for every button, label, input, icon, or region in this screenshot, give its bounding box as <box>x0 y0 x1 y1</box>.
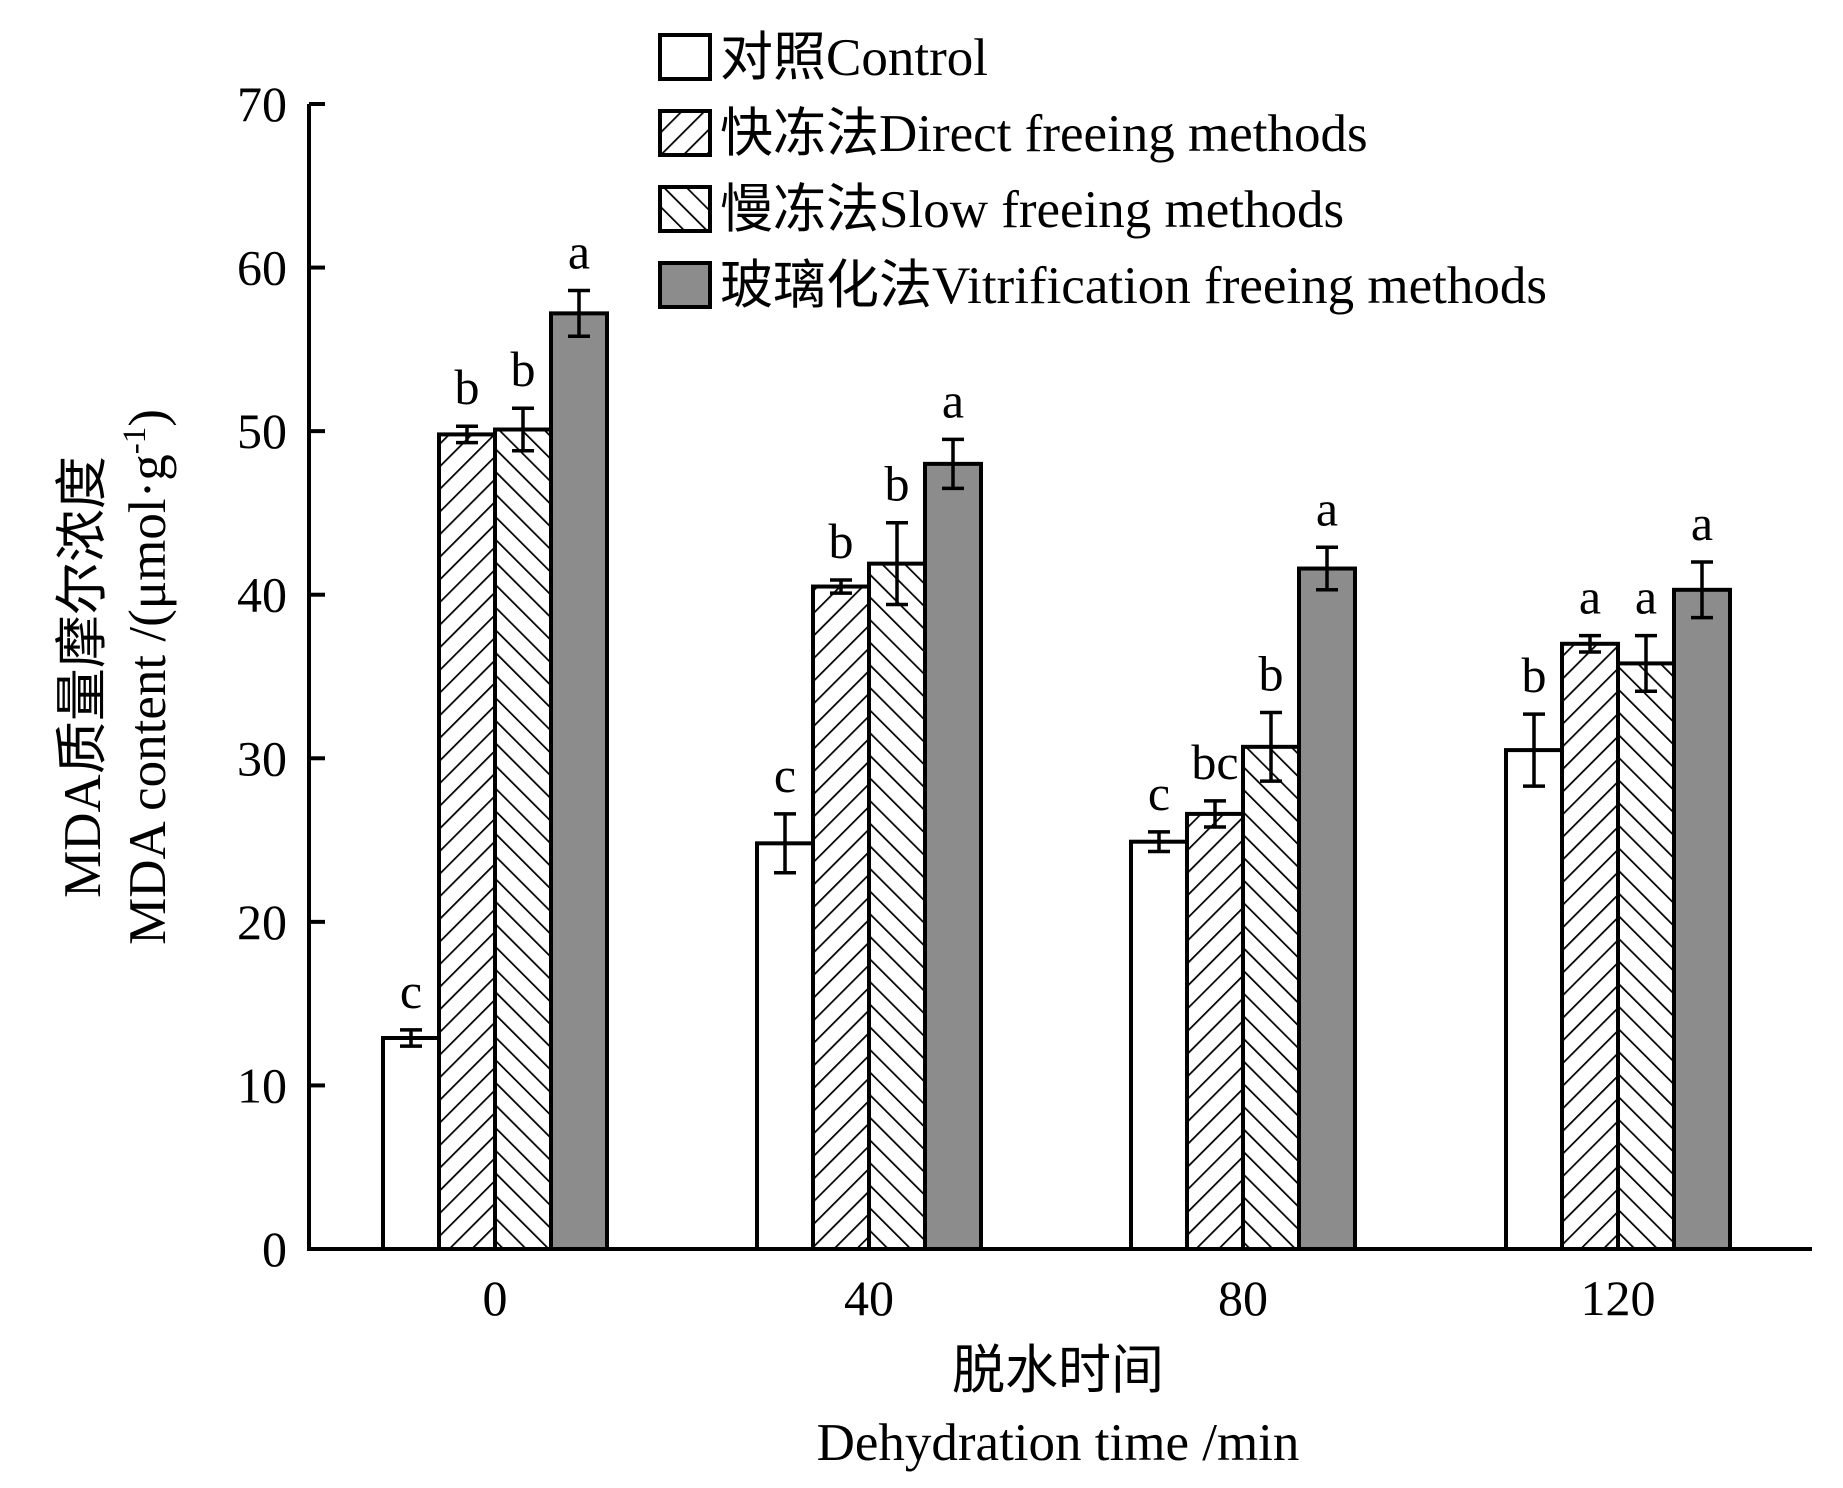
significance-label: a <box>568 223 590 279</box>
significance-label: a <box>1316 480 1338 536</box>
legend-label: 玻璃化法Vitrification freeing methods <box>720 257 1547 315</box>
y-tick-label: 10 <box>237 1057 287 1113</box>
legend-swatch <box>658 33 712 81</box>
bar <box>923 461 983 1252</box>
y-axis-title-line2: MDA content /(μmol·g-1) <box>117 409 177 945</box>
significance-label: c <box>1148 765 1170 821</box>
bar <box>1185 811 1245 1252</box>
bar <box>811 584 871 1251</box>
y-tick-label: 0 <box>262 1221 287 1277</box>
legend-label: 慢冻法Slow freeing methods <box>720 181 1344 239</box>
x-axis-title-line2: Dehydration time /min <box>817 1414 1300 1472</box>
significance-label: a <box>1635 569 1657 625</box>
y-tick-label: 30 <box>237 730 287 786</box>
y-tick-label: 70 <box>237 76 287 132</box>
bar <box>549 311 609 1252</box>
x-ticks: 0 40 80 120 <box>483 1270 1656 1326</box>
legend-label: 对照Control <box>720 29 988 87</box>
y-ticks: 0 10 20 30 40 50 60 70 <box>237 76 325 1277</box>
y-tick-label: 40 <box>237 567 287 623</box>
significance-label: bc <box>1191 734 1238 790</box>
significance-label: a <box>1579 569 1601 625</box>
significance-label: b <box>511 341 536 397</box>
legend-swatch <box>658 261 712 309</box>
bars <box>381 311 1732 1252</box>
significance-label: a <box>942 372 964 428</box>
bar <box>867 561 927 1251</box>
significance-label: a <box>1691 495 1713 551</box>
x-axis-title-line1: 脱水时间 <box>952 1342 1164 1400</box>
significance-label: c <box>400 963 422 1019</box>
bar <box>1616 661 1676 1251</box>
bar <box>1129 839 1189 1251</box>
legend-label: 快冻法Direct freeing methods <box>720 105 1368 163</box>
bar <box>1297 566 1357 1251</box>
y-axis-title: MDA质量摩尔浓度 MDA content /(μmol·g-1) <box>54 409 177 945</box>
y-axis-title-sup: -1 <box>117 427 153 455</box>
x-tick-label: 80 <box>1218 1270 1268 1326</box>
x-tick-label: 0 <box>483 1270 508 1326</box>
y-tick-label: 20 <box>237 894 287 950</box>
y-tick-label: 50 <box>237 403 287 459</box>
error-bars <box>400 288 1713 1048</box>
legend-swatch <box>658 185 712 233</box>
bar <box>437 432 497 1251</box>
y-axis-title-main: MDA content /(μmol·g <box>119 454 177 945</box>
bar <box>755 841 815 1251</box>
significance-label: b <box>829 513 854 569</box>
y-axis-title-line1: MDA质量摩尔浓度 <box>54 456 112 898</box>
bar <box>1560 641 1620 1251</box>
significance-label: b <box>1259 645 1284 701</box>
bar <box>1504 748 1564 1251</box>
legend-swatch <box>658 109 712 157</box>
x-tick-label: 40 <box>844 1270 894 1326</box>
bar <box>1241 744 1301 1251</box>
y-axis-title-close: ) <box>119 409 177 427</box>
significance-label: b <box>1522 647 1547 703</box>
significance-label: b <box>455 359 480 415</box>
bar <box>493 427 553 1251</box>
legend: 对照Control 快冻法Direct freeing methods 慢冻法Slo… <box>658 29 1547 315</box>
bar <box>1672 587 1732 1251</box>
bar <box>381 1035 441 1251</box>
significance-label: c <box>774 747 796 803</box>
significance-label: b <box>885 456 910 512</box>
y-tick-label: 60 <box>237 240 287 296</box>
x-tick-label: 120 <box>1581 1270 1656 1326</box>
